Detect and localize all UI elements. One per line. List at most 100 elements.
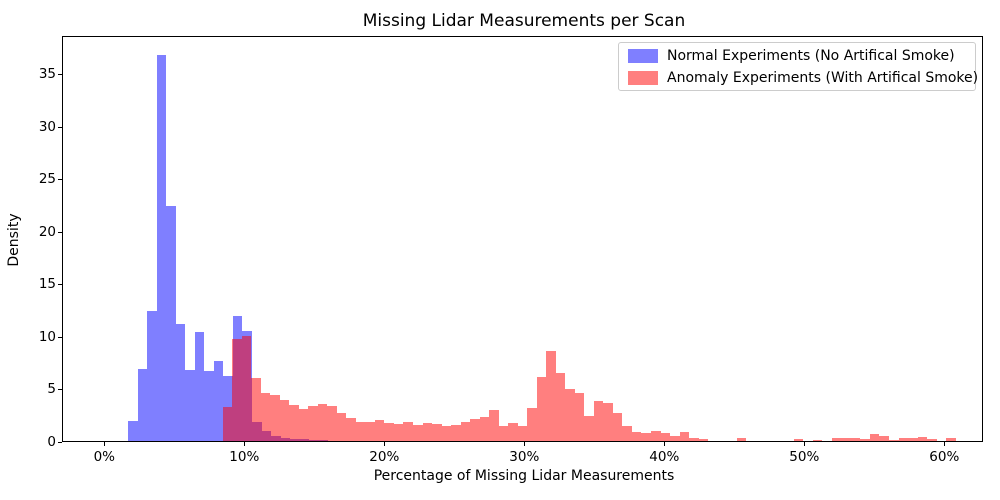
histogram-bar [831, 437, 842, 441]
y-tick-mark [58, 74, 62, 76]
y-tick-mark [58, 284, 62, 286]
chart-title: Missing Lidar Measurements per Scan [362, 11, 686, 31]
histogram-bar [346, 417, 356, 441]
histogram-bar [660, 433, 671, 441]
histogram-bar [546, 351, 556, 441]
legend: Normal Experiments (No Artifical Smoke) … [618, 42, 978, 91]
histogram-bar [689, 437, 699, 441]
y-tick-mark [58, 441, 62, 443]
x-tick-label: 60% [929, 449, 960, 465]
histogram-bar [917, 437, 928, 441]
histogram-bar [298, 408, 309, 441]
histogram-bar [555, 372, 566, 441]
histogram-bar [536, 377, 547, 441]
y-tick-label: 30 [38, 118, 56, 135]
histogram-bar [593, 400, 604, 441]
anomaly-series-swatch-icon [628, 70, 658, 85]
legend-label-normal: Normal Experiments (No Artifical Smoke) [667, 47, 955, 64]
histogram-bar [147, 310, 157, 441]
histogram-bar [841, 437, 851, 441]
y-tick-label: 0 [47, 433, 56, 450]
histogram-bar [355, 422, 366, 441]
x-axis-label: Percentage of Missing Lidar Measurements [373, 468, 675, 484]
x-tick-mark [804, 442, 806, 446]
histogram-bar [137, 368, 148, 441]
y-tick-mark [58, 231, 62, 233]
histogram-bar [393, 423, 404, 441]
x-tick-mark [524, 442, 526, 446]
histogram-bar [194, 331, 205, 441]
histogram-bar [270, 395, 280, 441]
histogram-bar [565, 388, 575, 441]
histogram-bar [289, 405, 299, 441]
histogram-bar [403, 422, 413, 441]
histogram-bar [679, 431, 690, 441]
histogram-bar [850, 437, 861, 441]
y-tick-label: 20 [38, 223, 56, 240]
histogram-bar [603, 403, 613, 441]
histogram-bar [185, 369, 195, 441]
histogram-bar [508, 423, 518, 441]
histogram-bar [204, 370, 214, 441]
histogram-bar [166, 205, 176, 441]
histogram-bar [527, 408, 537, 441]
histogram-bar [384, 422, 394, 441]
histogram-bar [222, 407, 233, 441]
histogram-bar [517, 425, 528, 441]
x-tick-label: 30% [509, 449, 540, 465]
histogram-bar [279, 400, 290, 441]
x-tick-mark [944, 442, 946, 446]
histogram-bar [908, 438, 918, 441]
y-tick-mark [58, 336, 62, 338]
y-tick-label: 5 [47, 381, 56, 398]
x-tick-label: 20% [369, 449, 400, 465]
y-tick-label: 15 [38, 276, 56, 293]
histogram-bar [374, 420, 385, 441]
histogram-bar [698, 439, 709, 441]
histogram-bar [489, 409, 499, 441]
histogram-bar [889, 439, 899, 441]
histogram-bar [365, 421, 375, 441]
x-tick-mark [244, 442, 246, 446]
y-tick-label: 25 [38, 171, 56, 188]
y-tick-mark [58, 389, 62, 391]
y-tick-label: 10 [38, 328, 56, 345]
histogram-bar [232, 339, 242, 441]
anomaly-histogram-layer [63, 37, 982, 441]
histogram-bar [612, 412, 623, 441]
histogram-bar [432, 424, 442, 441]
x-tick-label: 0% [93, 449, 116, 465]
histogram-bar [898, 438, 909, 441]
histogram-bar [317, 403, 328, 441]
histogram-bar [631, 432, 642, 441]
histogram-bar [927, 438, 937, 441]
histogram-bar [812, 439, 823, 441]
histogram-bar [308, 406, 318, 441]
plot-area [62, 36, 983, 442]
histogram-bar [128, 421, 138, 441]
histogram-bar [251, 378, 261, 441]
normal-series-swatch-icon [628, 48, 658, 63]
y-tick-mark [58, 126, 62, 128]
histogram-bar [241, 336, 252, 441]
histogram-bar [869, 433, 880, 441]
histogram-bar [479, 416, 490, 441]
x-tick-label: 40% [649, 449, 680, 465]
histogram-bar [156, 54, 167, 441]
histogram-bar [498, 425, 509, 441]
histogram-bar [584, 415, 594, 441]
histogram-bar [860, 438, 870, 441]
histogram-bar [460, 421, 471, 441]
histogram-bar [213, 361, 224, 441]
histogram-bar [422, 422, 433, 441]
histogram-bar [793, 439, 804, 441]
histogram-bar [574, 392, 585, 441]
histogram-bar [946, 437, 956, 441]
histogram-bar [260, 392, 271, 441]
histogram-bar [441, 425, 452, 441]
x-tick-label: 50% [789, 449, 820, 465]
histogram-bar [336, 413, 347, 441]
histogram-bar [670, 435, 680, 441]
histogram-bar [622, 425, 632, 441]
